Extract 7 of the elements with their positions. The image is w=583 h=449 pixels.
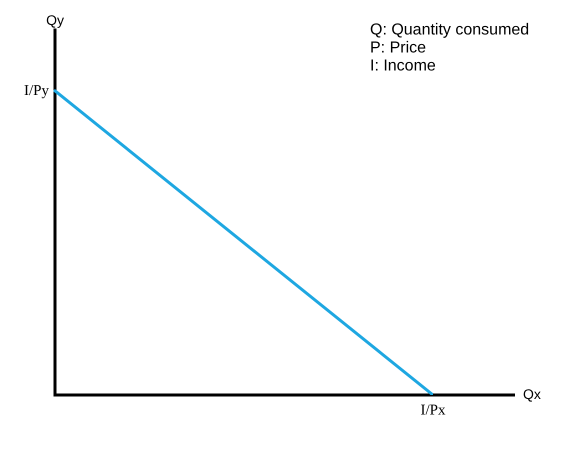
x-axis-title: Qx xyxy=(523,386,541,402)
text: I/Px xyxy=(420,402,446,418)
annotation: I/Py xyxy=(24,82,50,99)
text: I: Income xyxy=(370,57,436,74)
text: Q: Quantity consumed xyxy=(370,21,530,38)
y-axis-title: Qy xyxy=(46,12,64,28)
text: P: Price xyxy=(370,39,426,56)
